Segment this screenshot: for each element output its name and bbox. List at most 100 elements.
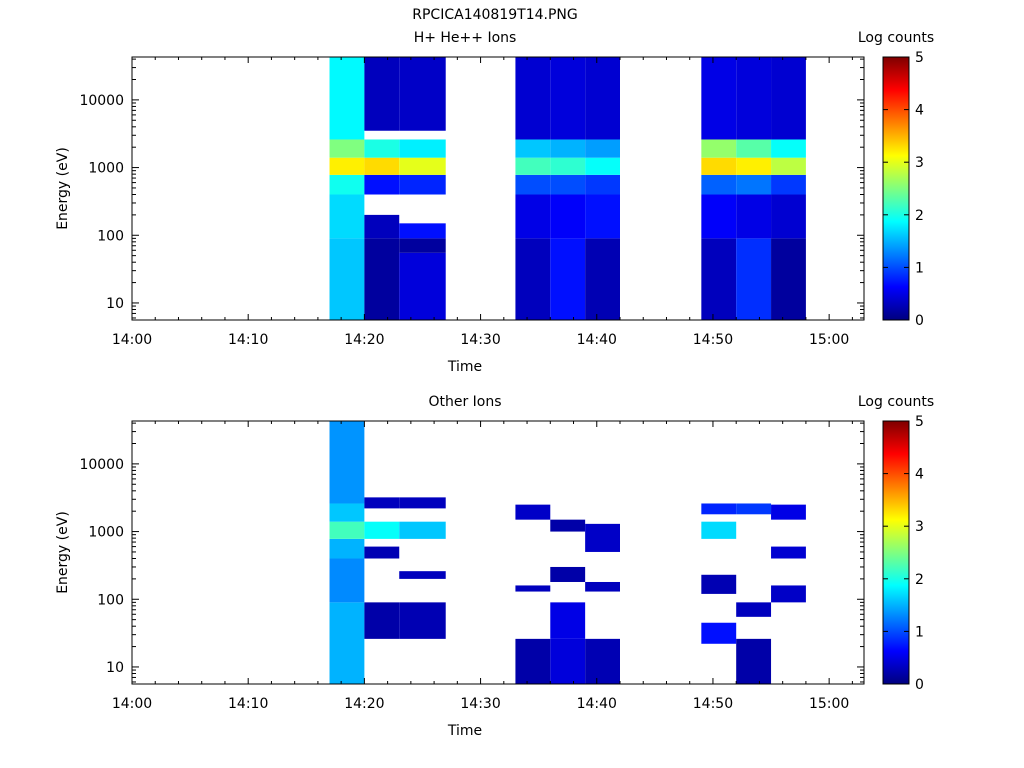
heatmap-cell bbox=[701, 57, 737, 140]
heatmap-cell bbox=[736, 238, 772, 320]
heatmap-cell bbox=[736, 503, 772, 515]
x-axis-label: Time bbox=[447, 723, 482, 739]
x-axis-label: Time bbox=[447, 359, 482, 375]
heatmap-cell bbox=[701, 194, 737, 239]
heatmap-cell bbox=[364, 546, 400, 559]
y-tick-label: 1000 bbox=[88, 525, 124, 541]
heatmap-cell bbox=[364, 497, 400, 509]
colorbar-tick-label: 2 bbox=[915, 572, 924, 588]
heatmap-cell bbox=[329, 194, 365, 239]
heatmap-cell bbox=[701, 174, 737, 195]
heatmap-cell bbox=[771, 57, 806, 140]
heatmap-cell bbox=[585, 638, 620, 684]
x-tick-label: 14:30 bbox=[460, 696, 500, 712]
colorbar bbox=[882, 420, 910, 685]
heatmap-cell bbox=[399, 602, 446, 639]
heatmap-cell bbox=[550, 566, 586, 582]
colorbar-tick-label: 1 bbox=[915, 260, 924, 276]
heatmap-cell bbox=[515, 174, 551, 195]
heatmap-cell bbox=[736, 57, 772, 140]
plot-frame bbox=[131, 420, 865, 685]
heatmap-cell bbox=[364, 57, 400, 131]
heatmap-cell bbox=[329, 421, 365, 504]
heatmap-cell bbox=[329, 157, 365, 175]
heatmap-cell bbox=[399, 139, 446, 158]
heatmap-cell bbox=[364, 521, 400, 539]
heatmap-cell bbox=[364, 139, 400, 158]
heatmap-cell bbox=[771, 546, 806, 559]
heatmap-cell bbox=[771, 504, 806, 520]
panel-title: Other Ions bbox=[428, 394, 501, 410]
heatmap-cell bbox=[585, 174, 620, 195]
y-axis-label: Energy (eV) bbox=[55, 147, 71, 230]
heatmap-cell bbox=[771, 585, 806, 603]
heatmap-cell bbox=[736, 157, 772, 175]
heatmap-cell bbox=[736, 174, 772, 195]
heatmap-cell bbox=[550, 139, 586, 158]
heatmap-cell bbox=[771, 139, 806, 158]
figure-title: RPCICA140819T14.PNG bbox=[412, 7, 577, 23]
panel-title: H+ He++ Ions bbox=[414, 30, 517, 46]
heatmap-cell bbox=[701, 574, 737, 594]
panels-layer: 14:00 14:10 14:20 14:30 14:40 14:50 15:0010100… bbox=[55, 30, 934, 739]
heatmap-cell bbox=[585, 523, 620, 552]
heatmap-cell bbox=[399, 571, 446, 579]
spectrogram-panel-2: 14:00 14:10 14:20 14:30 14:40 14:50 15:0010100… bbox=[55, 394, 934, 739]
heatmap-cell bbox=[771, 194, 806, 239]
heatmap-cell bbox=[550, 194, 586, 239]
heatmap-cell bbox=[701, 503, 737, 515]
heatmap-cell bbox=[736, 139, 772, 158]
heatmap-cell bbox=[329, 558, 365, 603]
x-tick-label: 14:50 bbox=[693, 696, 733, 712]
heatmap-cell bbox=[399, 157, 446, 175]
y-tick-label: 100 bbox=[97, 228, 124, 244]
heatmap-cell bbox=[585, 57, 620, 140]
y-tick-label: 10 bbox=[106, 660, 124, 676]
colorbar-tick-label: 4 bbox=[915, 103, 924, 119]
colorbar-tick-label: 3 bbox=[915, 155, 924, 171]
x-tick-label: 14:40 bbox=[577, 332, 617, 348]
colorbar-tick-label: 0 bbox=[915, 677, 924, 693]
heatmap-cell bbox=[701, 238, 737, 320]
heatmap-cell bbox=[399, 57, 446, 131]
heatmap-cell bbox=[399, 238, 446, 253]
heatmap-cell bbox=[399, 252, 446, 320]
spectrogram-panel-1: 14:00 14:10 14:20 14:30 14:40 14:50 15:0010100… bbox=[55, 30, 934, 375]
heatmap-cell bbox=[515, 139, 551, 158]
colorbar-label: Log counts bbox=[858, 30, 934, 46]
heatmap-cell bbox=[515, 157, 551, 175]
heatmap-cell bbox=[771, 238, 806, 320]
heatmap-cell bbox=[550, 638, 586, 684]
colorbar-tick-label: 1 bbox=[915, 624, 924, 640]
colorbar-tick-label: 0 bbox=[915, 313, 924, 329]
x-tick-label: 14:20 bbox=[344, 332, 384, 348]
heatmap-cell bbox=[329, 602, 365, 684]
heatmap-cell bbox=[515, 238, 551, 320]
y-tick-label: 1000 bbox=[88, 161, 124, 177]
colorbar-tick-label: 3 bbox=[915, 519, 924, 535]
heatmap-cell bbox=[515, 585, 551, 592]
heatmap-cell bbox=[399, 497, 446, 509]
heatmap-cell bbox=[701, 521, 737, 539]
heatmap-cell bbox=[550, 602, 586, 639]
x-tick-label: 15:00 bbox=[809, 696, 849, 712]
heatmap-cell bbox=[329, 174, 365, 195]
heatmap-cell bbox=[364, 238, 400, 320]
heatmap-cell bbox=[515, 194, 551, 239]
x-tick-label: 14:00 bbox=[112, 332, 152, 348]
x-tick-label: 14:10 bbox=[228, 696, 268, 712]
colorbar bbox=[882, 56, 910, 321]
heatmap-cell bbox=[550, 519, 586, 532]
heatmap-cell bbox=[585, 157, 620, 175]
heatmap-cell bbox=[329, 139, 365, 158]
x-tick-label: 14:30 bbox=[460, 332, 500, 348]
colorbar-tick-label: 5 bbox=[915, 414, 924, 430]
heatmap-cell bbox=[736, 638, 772, 684]
y-axis-label: Energy (eV) bbox=[55, 511, 71, 594]
x-tick-label: 14:40 bbox=[577, 696, 617, 712]
heatmap-cell bbox=[701, 157, 737, 175]
heatmap-cell bbox=[736, 602, 772, 617]
colorbar-tick-label: 2 bbox=[915, 208, 924, 224]
heatmap-cell bbox=[515, 504, 551, 520]
